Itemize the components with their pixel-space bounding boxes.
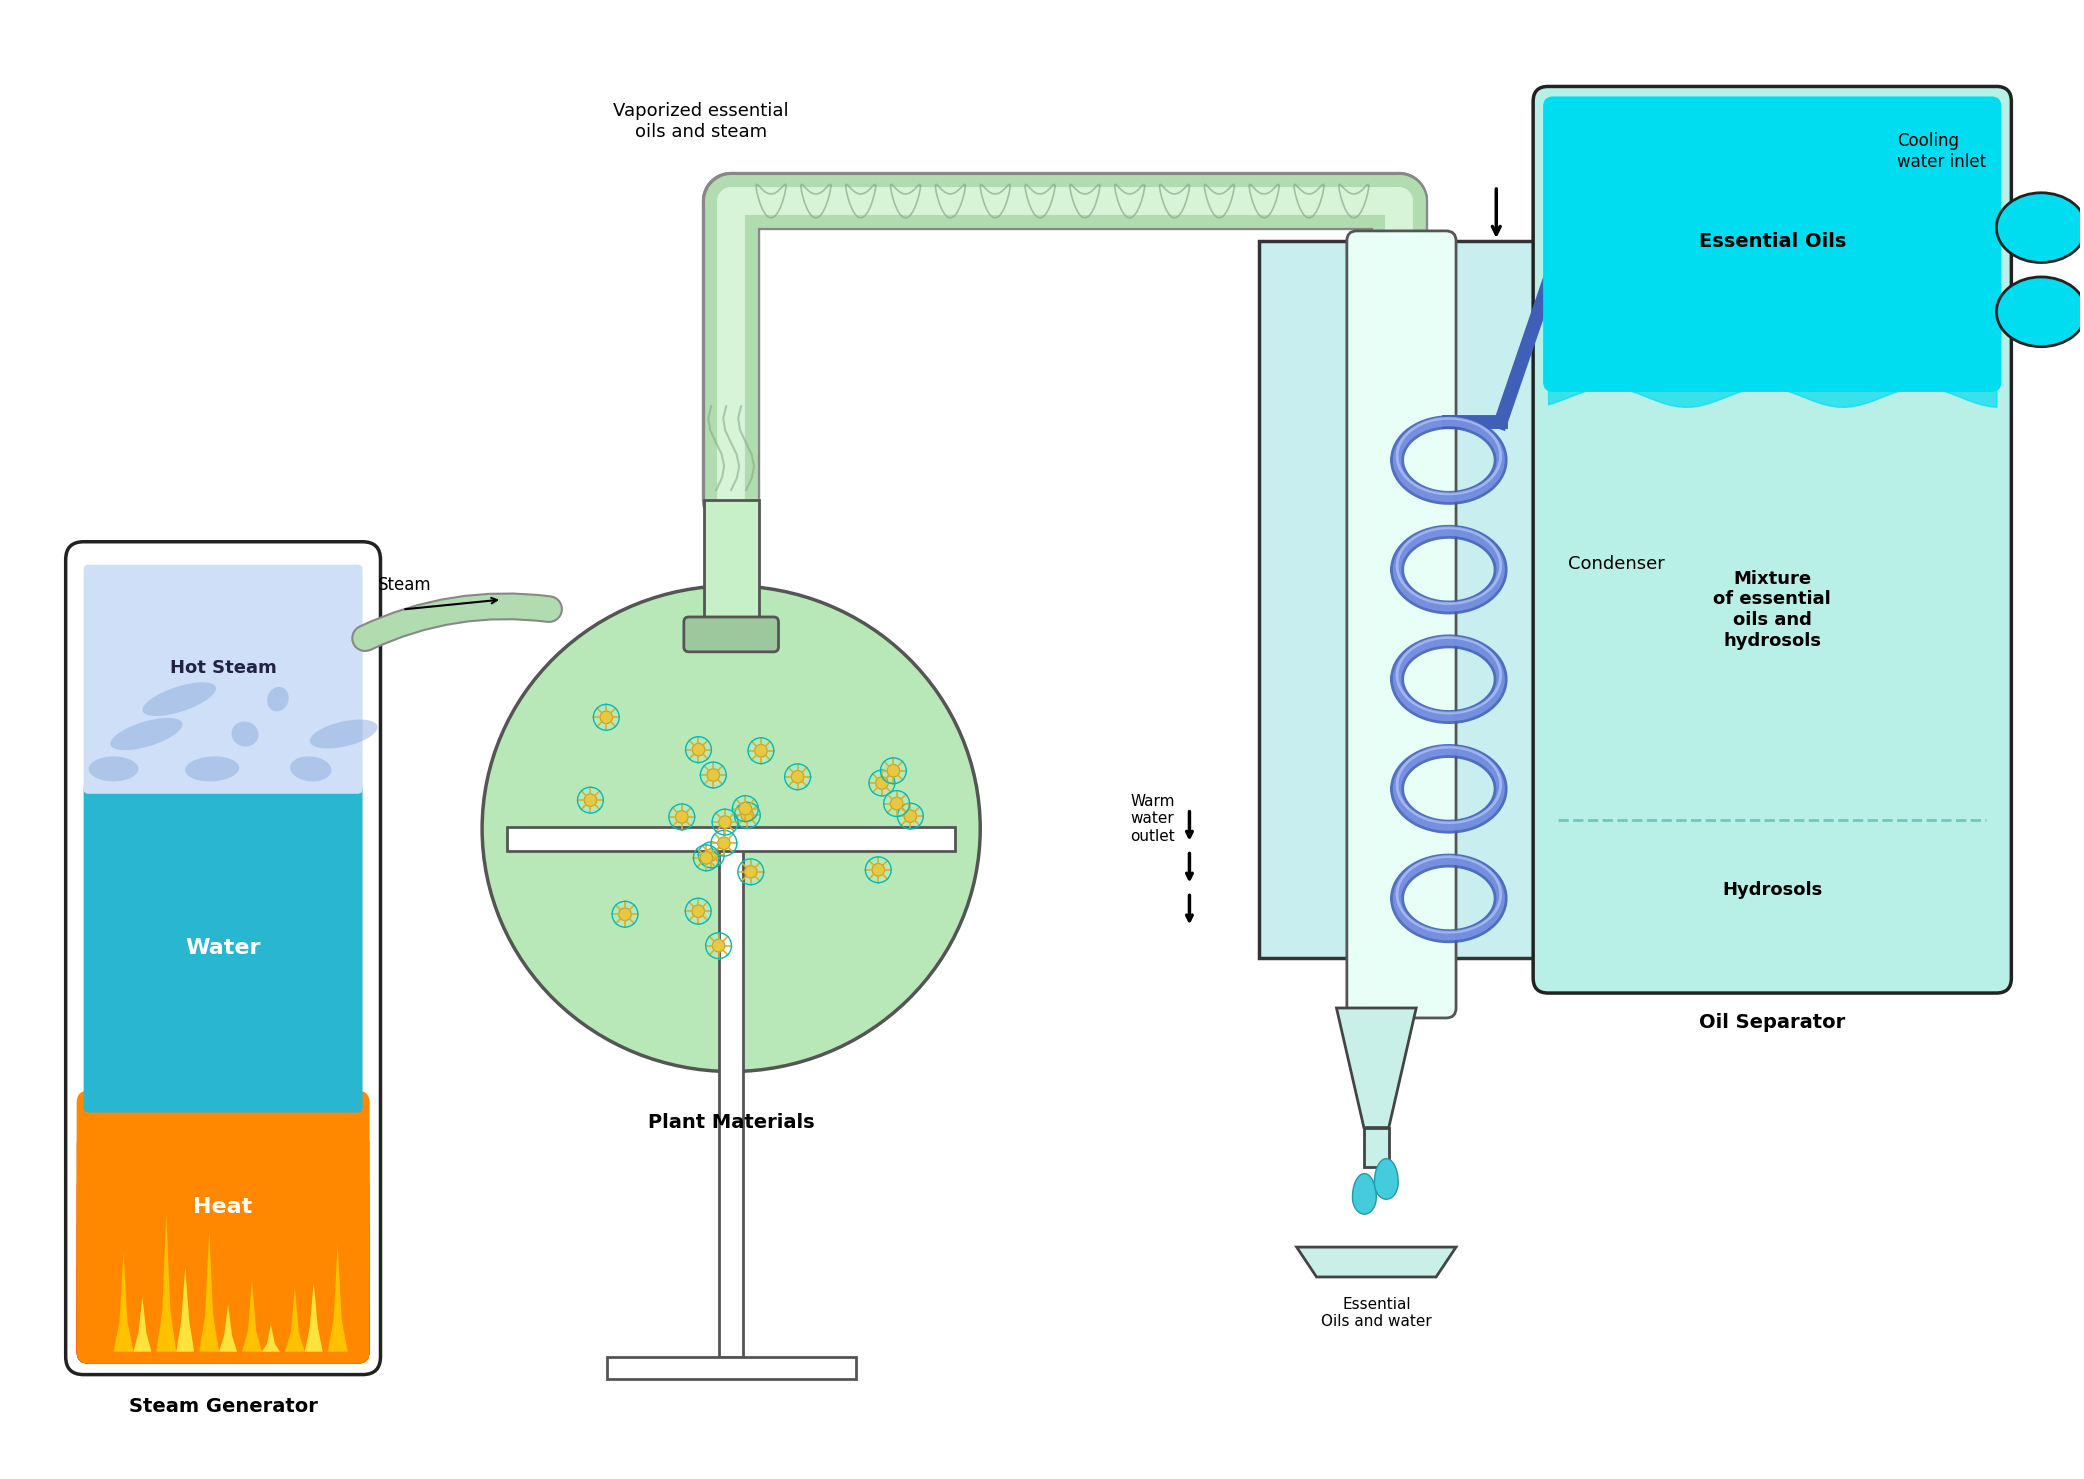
Circle shape	[740, 802, 752, 815]
Text: Hot Steam: Hot Steam	[169, 660, 277, 677]
Bar	[719, 839, 744, 1356]
Ellipse shape	[481, 586, 979, 1071]
Bar	[1363, 1127, 1388, 1167]
Text: Essential Oils: Essential Oils	[1698, 232, 1846, 251]
Circle shape	[904, 810, 917, 822]
Polygon shape	[286, 1287, 304, 1352]
Circle shape	[600, 711, 613, 723]
Circle shape	[692, 905, 704, 917]
Ellipse shape	[1996, 192, 2084, 262]
Circle shape	[742, 809, 754, 822]
Circle shape	[871, 864, 884, 876]
Circle shape	[875, 776, 888, 790]
Circle shape	[713, 939, 725, 952]
Text: Condenser: Condenser	[1567, 555, 1665, 572]
FancyBboxPatch shape	[1534, 86, 2011, 992]
Ellipse shape	[142, 682, 217, 716]
Text: Hydrosols: Hydrosols	[1721, 881, 1821, 899]
FancyBboxPatch shape	[77, 1090, 369, 1364]
Ellipse shape	[311, 720, 377, 748]
Ellipse shape	[231, 722, 258, 747]
Polygon shape	[1336, 1009, 1417, 1127]
Ellipse shape	[1996, 277, 2084, 346]
Circle shape	[706, 769, 719, 781]
Ellipse shape	[290, 756, 331, 781]
Polygon shape	[242, 1279, 263, 1352]
Circle shape	[692, 744, 704, 756]
FancyBboxPatch shape	[83, 565, 363, 794]
Polygon shape	[113, 1253, 133, 1352]
Ellipse shape	[267, 686, 290, 711]
FancyBboxPatch shape	[83, 784, 363, 1112]
FancyBboxPatch shape	[77, 1299, 369, 1364]
FancyBboxPatch shape	[704, 500, 759, 642]
Polygon shape	[263, 1325, 279, 1352]
Polygon shape	[1373, 1158, 1398, 1199]
Circle shape	[754, 744, 767, 757]
FancyBboxPatch shape	[1542, 96, 2001, 392]
Ellipse shape	[185, 756, 240, 781]
Text: Warm
water
outlet: Warm water outlet	[1130, 794, 1175, 843]
Text: Vaporized essential
oils and steam: Vaporized essential oils and steam	[613, 102, 790, 142]
FancyBboxPatch shape	[1259, 241, 1538, 958]
FancyBboxPatch shape	[77, 1257, 369, 1364]
Text: Essential
Oils and water: Essential Oils and water	[1321, 1297, 1432, 1330]
Circle shape	[890, 797, 902, 810]
Text: Cooling
water inlet: Cooling water inlet	[1896, 132, 1986, 170]
Ellipse shape	[110, 717, 183, 750]
Polygon shape	[1296, 1247, 1457, 1276]
Circle shape	[744, 865, 756, 879]
Text: Water: Water	[185, 938, 260, 958]
Circle shape	[888, 765, 900, 776]
FancyBboxPatch shape	[77, 1174, 369, 1364]
Polygon shape	[177, 1268, 194, 1352]
Text: Heat: Heat	[194, 1197, 252, 1217]
Circle shape	[619, 908, 631, 920]
Polygon shape	[1353, 1173, 1375, 1214]
Circle shape	[717, 837, 729, 849]
Text: Steam Generator: Steam Generator	[129, 1398, 317, 1415]
FancyBboxPatch shape	[77, 1133, 369, 1364]
FancyBboxPatch shape	[1346, 231, 1457, 1018]
Polygon shape	[327, 1244, 348, 1352]
Ellipse shape	[90, 756, 138, 781]
FancyBboxPatch shape	[67, 541, 381, 1374]
Polygon shape	[133, 1297, 152, 1352]
Text: Steam: Steam	[377, 575, 431, 593]
Text: Oil Separator: Oil Separator	[1698, 1013, 1844, 1032]
Circle shape	[675, 810, 688, 824]
Bar	[506, 827, 954, 850]
Circle shape	[792, 771, 804, 782]
Circle shape	[584, 794, 596, 806]
FancyBboxPatch shape	[77, 1216, 369, 1364]
Text: Plant Materials: Plant Materials	[648, 1112, 815, 1131]
Bar	[606, 1356, 857, 1378]
Polygon shape	[156, 1214, 177, 1352]
Text: Mixture
of essential
oils and
hydrosols: Mixture of essential oils and hydrosols	[1713, 569, 1832, 651]
Circle shape	[700, 852, 713, 864]
Polygon shape	[219, 1304, 238, 1352]
Circle shape	[719, 816, 731, 828]
FancyBboxPatch shape	[684, 617, 779, 652]
Polygon shape	[200, 1232, 219, 1352]
Circle shape	[704, 849, 717, 861]
Polygon shape	[304, 1282, 323, 1352]
